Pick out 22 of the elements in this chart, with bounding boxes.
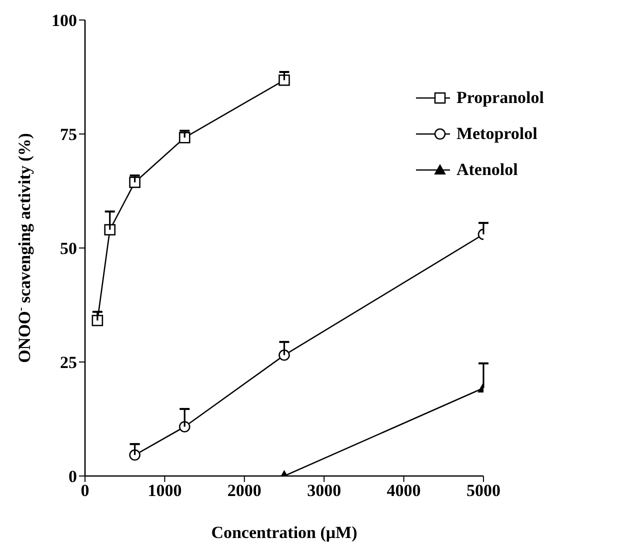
y-tick-label: 50 xyxy=(60,239,77,258)
x-tick-label: 2000 xyxy=(227,481,262,500)
legend-label: Metoprolol xyxy=(456,124,538,144)
y-tick-label: 25 xyxy=(60,353,77,372)
y-tick-label: 0 xyxy=(68,467,77,486)
point xyxy=(129,449,140,461)
x-tick-label: 1000 xyxy=(148,481,182,500)
x-tick-label: 4000 xyxy=(386,481,421,500)
x-tick-label: 3000 xyxy=(307,481,342,500)
x-tick-label: 5000 xyxy=(466,481,500,500)
legend-label: Atenolol xyxy=(456,160,518,180)
x-tick-label: 0 xyxy=(80,481,90,500)
point xyxy=(178,421,190,432)
y-tick-label: 100 xyxy=(52,11,77,30)
point xyxy=(178,132,190,144)
point xyxy=(104,224,116,236)
point xyxy=(278,350,290,361)
y-tick-label: 75 xyxy=(60,125,77,144)
x-axis-title: Concentration (μM) xyxy=(211,523,358,542)
legend-label: Propranolol xyxy=(456,88,544,108)
point xyxy=(278,74,290,86)
point xyxy=(129,176,140,188)
